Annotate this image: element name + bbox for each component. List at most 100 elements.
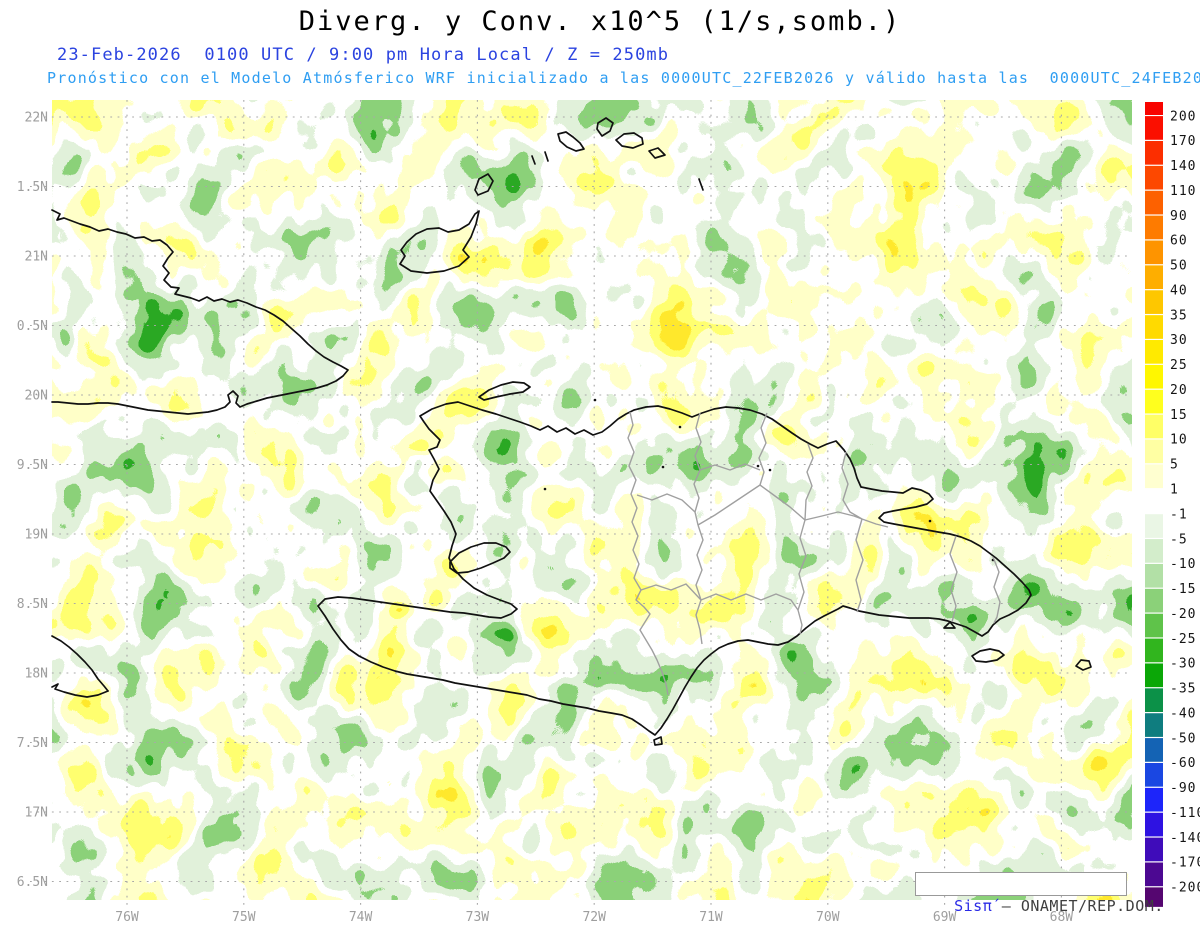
colorbar-tick-label: 40 [1170, 283, 1188, 298]
plana-cay [596, 117, 614, 137]
colorbar-segment [1145, 787, 1163, 812]
colorbar-segment [1145, 638, 1163, 663]
cuba-coastline [51, 209, 349, 415]
lat-label: 22N [25, 111, 48, 126]
field-blob-pos2 [404, 436, 436, 458]
colorbar-segment [1145, 514, 1163, 538]
colorbar-tick-label: -35 [1170, 682, 1196, 697]
coastlines [51, 117, 1092, 746]
field-blob-pos1 [90, 115, 210, 185]
colorbar-tick-label: 200 [1170, 109, 1196, 124]
colorbar-tick-label: 35 [1170, 308, 1188, 323]
field-blob-neg0 [52, 190, 450, 450]
colorbar-tick-label: -50 [1170, 731, 1196, 746]
field-blob-neg0 [660, 435, 720, 505]
field-features [52, 100, 1132, 880]
field-blob-pos0 [240, 760, 360, 820]
colorbar-tick-label: -20 [1170, 607, 1196, 622]
colorbar-segment [1145, 563, 1163, 588]
colorbar-tick-label: 15 [1170, 408, 1188, 423]
lat-label: 7.5N [17, 736, 48, 751]
province-line [700, 593, 799, 611]
islet-dash-3 [698, 178, 704, 191]
colorbar-segment [1145, 389, 1163, 414]
colorbar-segment [1145, 265, 1163, 290]
jamaica-north-coast [51, 635, 109, 692]
colorbar-tick-label: 170 [1170, 134, 1196, 149]
valid-time-line: 23-Feb-2026 0100 UTC / 9:00 pm Hora Loca… [57, 45, 670, 65]
colorbar-tick-label: -30 [1170, 657, 1196, 672]
watermark-brand: Sisπ́ [954, 897, 993, 915]
tortuga-island [478, 381, 531, 401]
colorbar-tick-label: -200 [1170, 881, 1200, 896]
province-line [697, 484, 761, 526]
province-borders [627, 411, 1001, 696]
watermark-org: – ONAMET/REP.DOM. [992, 897, 1164, 915]
forecast-info-line: Pronóstico con el Modelo Atmósferico WRF… [47, 69, 1200, 87]
colorbar-tick-label: -25 [1170, 632, 1196, 647]
small-cay [648, 147, 666, 159]
field-blob-pos1 [384, 600, 416, 620]
field-blob-pos0 [510, 440, 590, 520]
lat-label: 1.5N [17, 180, 48, 195]
colorbar-tick-label: 10 [1170, 433, 1188, 448]
colorbar-segment [1145, 315, 1163, 339]
islet-dash-1 [531, 155, 536, 165]
colorbar-segment [1145, 588, 1163, 613]
islet-dash-2 [544, 151, 549, 162]
province-line [855, 518, 864, 613]
field-blob-neg1 [485, 623, 525, 647]
colorbar-segment [1145, 613, 1163, 638]
field-blob-pos0 [180, 525, 280, 595]
mona-island [1075, 659, 1092, 671]
colorbar-tick-label: 90 [1170, 209, 1188, 224]
lon-label: 68W [1050, 910, 1074, 925]
lon-label: 69W [933, 910, 957, 925]
field-blob-neg1 [572, 664, 628, 692]
lon-label: 71W [699, 910, 723, 925]
field-blob-pos0 [420, 760, 540, 820]
lat-label: 17N [25, 806, 48, 821]
province-line [804, 511, 863, 521]
colorbar-tick-label: 110 [1170, 184, 1196, 199]
gonave-island [449, 542, 511, 574]
colorbar-segment [1145, 439, 1163, 464]
lon-label: 76W [115, 910, 139, 925]
lat-label: 0.5N [17, 319, 48, 334]
colorbar-tick-label: 25 [1170, 358, 1188, 373]
field-blob-neg0 [70, 510, 130, 590]
colorbar-legend: 200 170 140 110 90 60 50 40 35 30 25 20 15 10 5 1 -1 -5 -1… [1145, 102, 1200, 907]
little-inagua-island [474, 173, 494, 196]
islet-dots [543, 398, 995, 562]
colorbar-tick-label: -5 [1170, 532, 1188, 547]
field-blob-neg0 [765, 520, 835, 570]
province-line [759, 484, 806, 521]
colorbar-tick-label: -15 [1170, 582, 1196, 597]
field-blob-pos1 [995, 805, 1065, 855]
colorbar-segment [1145, 713, 1163, 737]
colorbar-segment [1145, 364, 1163, 389]
lat-label: 21N [25, 250, 48, 265]
province-line [797, 519, 807, 635]
field-blob-pos1 [370, 130, 470, 190]
province-line [695, 524, 704, 645]
jamaica-south-coast [51, 683, 109, 698]
field-blob-pos0 [890, 830, 1010, 880]
saona-island [971, 648, 1005, 663]
page-title: Diverg. y Conv. x10^5 (1/s,somb.) [298, 6, 902, 37]
province-line [640, 583, 702, 601]
colorbar-segment [1145, 738, 1163, 762]
colorbar-tick-label: -40 [1170, 706, 1196, 721]
field-blob-pos0 [130, 450, 210, 510]
colorbar-tick-label: 1 [1170, 483, 1179, 498]
lon-label: 75W [232, 910, 256, 925]
lon-label: 70W [816, 910, 840, 925]
shaded-field-layer [52, 100, 1132, 900]
lat-label: 9.5N [17, 458, 48, 473]
field-blob-pos0 [630, 775, 770, 845]
mayaguana-island [615, 132, 644, 149]
field-blob-pos0 [500, 205, 620, 295]
lon-label: 72W [582, 910, 606, 925]
field-blob-neg0 [850, 360, 1132, 600]
colorbar-tick-label: 50 [1170, 259, 1188, 274]
